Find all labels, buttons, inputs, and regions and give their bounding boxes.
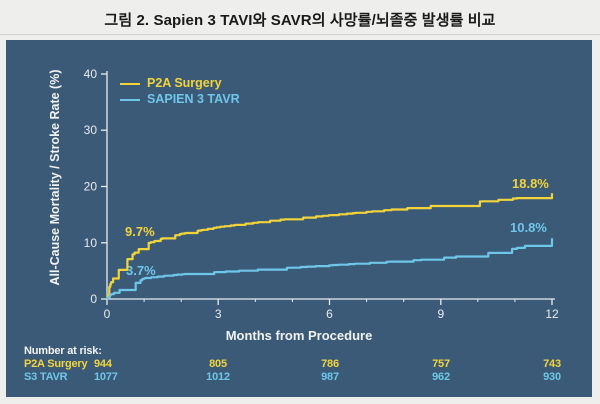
svg-text:3: 3: [215, 307, 222, 321]
svg-text:10: 10: [84, 236, 98, 250]
svg-text:20: 20: [84, 180, 98, 194]
svg-text:0: 0: [104, 307, 111, 321]
svg-text:30: 30: [84, 123, 98, 137]
svg-text:12: 12: [545, 307, 559, 321]
svg-text:6: 6: [326, 307, 333, 321]
svg-text:9: 9: [437, 307, 444, 321]
svg-text:40: 40: [84, 67, 98, 81]
svg-text:0: 0: [90, 292, 97, 306]
